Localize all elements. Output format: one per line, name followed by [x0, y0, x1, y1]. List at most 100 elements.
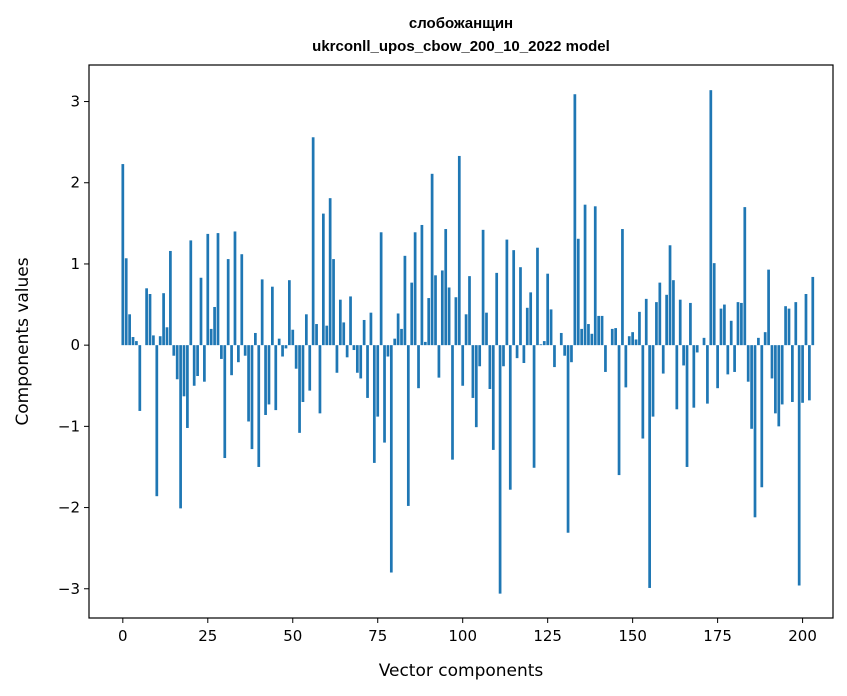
bar-154 — [644, 298, 648, 346]
bar-150 — [631, 332, 634, 346]
bar-48 — [284, 345, 288, 349]
y-tick-label: 3 — [70, 93, 80, 111]
bar-159 — [661, 345, 665, 374]
bar-168 — [692, 345, 696, 408]
bar-100 — [461, 345, 465, 386]
bar-61 — [328, 198, 332, 346]
bar-106 — [481, 229, 485, 346]
y-tick-label: 1 — [70, 255, 80, 273]
bar-94 — [440, 270, 444, 346]
bar-186 — [753, 345, 757, 518]
bar-145 — [614, 328, 618, 346]
bar-8 — [148, 294, 152, 346]
bar-65 — [342, 322, 346, 346]
bar-115 — [512, 250, 516, 346]
bar-26 — [209, 328, 213, 346]
bar-131 — [566, 345, 570, 533]
bar-18 — [182, 345, 186, 397]
plot-frame — [88, 64, 834, 619]
bar-59 — [321, 213, 325, 346]
bar-195 — [784, 306, 787, 346]
bar-54 — [304, 314, 308, 346]
bar-169 — [695, 345, 699, 353]
bar-162 — [672, 280, 675, 346]
bar-62 — [332, 259, 335, 346]
bar-198 — [794, 302, 798, 346]
bar-90 — [427, 298, 431, 346]
bar-82 — [400, 328, 403, 346]
bar-22 — [196, 345, 199, 377]
bar-47 — [281, 345, 284, 357]
bar-175 — [716, 345, 719, 389]
y-tick-label: 0 — [70, 336, 80, 354]
bar-31 — [226, 259, 230, 346]
bar-88 — [420, 224, 424, 346]
bar-144 — [610, 328, 614, 346]
bar-185 — [750, 345, 753, 429]
bar-33 — [233, 231, 237, 346]
bar-93 — [437, 345, 441, 378]
bar-197 — [791, 345, 794, 402]
bar-124 — [542, 341, 546, 346]
bar-138 — [590, 333, 594, 346]
bar-78 — [386, 345, 390, 357]
bar-4 — [135, 341, 138, 346]
bar-122 — [536, 247, 539, 346]
y-tick-label: −2 — [58, 499, 80, 517]
bar-132 — [570, 345, 573, 363]
bar-166 — [685, 345, 689, 467]
bar-29 — [220, 345, 223, 359]
bars-group — [121, 90, 815, 594]
bar-142 — [604, 345, 607, 372]
bar-164 — [678, 299, 682, 346]
bar-45 — [274, 345, 278, 411]
bar-14 — [169, 250, 172, 346]
bar-71 — [362, 319, 366, 346]
bar-37 — [247, 345, 250, 422]
bar-156 — [651, 345, 655, 417]
bar-1 — [124, 258, 128, 346]
bar-134 — [576, 238, 580, 346]
bar-23 — [199, 277, 203, 346]
bar-140 — [597, 315, 601, 346]
bar-42 — [264, 345, 267, 415]
x-tick-label: 100 — [448, 627, 477, 645]
bar-39 — [254, 332, 257, 346]
bar-129 — [559, 332, 563, 346]
bar-187 — [757, 337, 760, 346]
bar-53 — [301, 345, 305, 402]
bar-58 — [318, 345, 322, 414]
bar-51 — [294, 345, 298, 369]
y-tick-label: −1 — [58, 417, 80, 435]
bar-123 — [539, 344, 543, 346]
chart-title: слобожанщин — [409, 15, 513, 32]
bar-27 — [213, 306, 216, 346]
bar-49 — [288, 280, 291, 346]
x-tick-label: 25 — [198, 627, 217, 645]
bar-11 — [158, 336, 162, 346]
bar-201 — [804, 294, 808, 346]
x-tick-label: 125 — [533, 627, 562, 645]
bar-179 — [729, 320, 733, 346]
bar-70 — [359, 345, 363, 379]
bar-84 — [406, 345, 410, 506]
bar-30 — [223, 345, 227, 459]
bar-183 — [743, 207, 747, 346]
bar-68 — [352, 345, 356, 351]
bar-32 — [230, 345, 233, 376]
bar-146 — [617, 345, 621, 476]
x-tick-label: 50 — [283, 627, 302, 645]
bar-139 — [593, 206, 597, 346]
bar-171 — [702, 337, 706, 346]
bar-141 — [600, 315, 604, 346]
bar-20 — [189, 240, 193, 346]
bar-16 — [175, 345, 179, 380]
y-tick-label: −3 — [58, 580, 80, 598]
bar-126 — [549, 309, 553, 346]
bar-97 — [451, 345, 454, 460]
bar-66 — [345, 345, 349, 358]
bar-184 — [746, 345, 750, 382]
bar-44 — [271, 286, 274, 346]
bar-153 — [641, 345, 645, 439]
bar-105 — [478, 345, 482, 367]
